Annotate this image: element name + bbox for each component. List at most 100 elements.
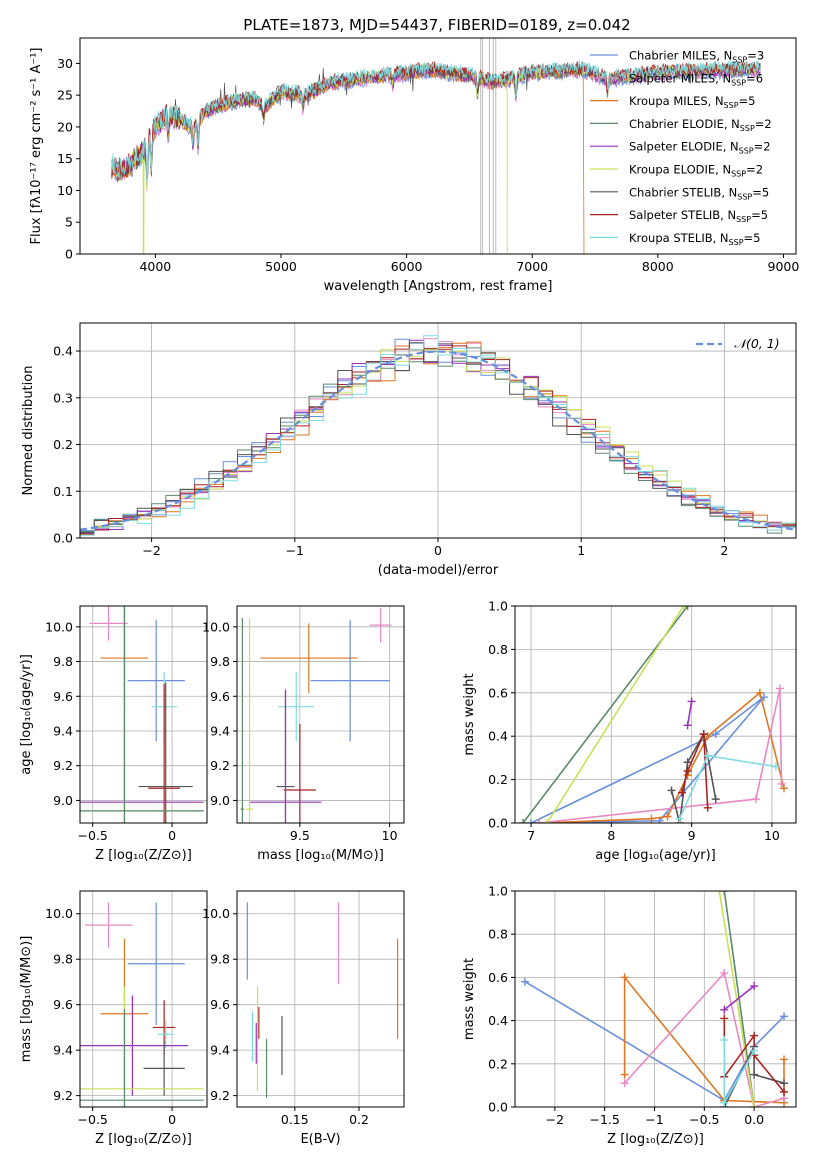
y-tick-label: 20: [57, 119, 73, 134]
weight-line-SalpeterMILES: [539, 688, 783, 823]
weight-marker-KroupaSTELIB: [750, 1046, 759, 1055]
x-tick-label: 2: [720, 543, 728, 558]
y-axis-label: mass weight: [462, 958, 477, 1040]
x-tick-label: 0.15: [281, 1112, 309, 1127]
legend-label-normal: 𝒩(0, 1): [734, 336, 780, 351]
y-tick-label: 1.0: [488, 884, 508, 899]
y-axis-label: mass [log₁₀(M/M⊙)]: [19, 936, 34, 1063]
y-tick-label: 9.6: [210, 689, 230, 704]
x-tick-label: 10: [382, 828, 398, 843]
weight-marker-SalpeterELODIE: [750, 982, 759, 991]
y-tick-label: 0.4: [488, 729, 508, 744]
spectrum-line-ChabrierSTELIB: [111, 61, 761, 178]
y-tick-label: 9.4: [53, 723, 73, 738]
y-tick-label: 15: [57, 151, 73, 166]
weight-line-KroupaELODIE: [546, 606, 685, 823]
legend-label-KroupaMILES: Kroupa MILES, NSSP=5: [629, 94, 755, 110]
x-tick-label: −1: [286, 543, 304, 558]
x-tick-label: 8000: [642, 259, 674, 274]
weight-marker-KroupaMILES: [755, 688, 764, 697]
y-tick-label: 9.8: [53, 952, 73, 967]
x-tick-label: 0.0: [744, 1112, 764, 1127]
panel-ebv-mass: 0.15 0.2 9.2 9.4 9.6 9.8 10.0 E(B-V): [202, 890, 405, 1147]
weight-marker-SalpeterSTELIB: [780, 1087, 789, 1096]
weight-line-SalpeterSTELIB: [681, 733, 709, 808]
y-axis-label: Flux [fλ10⁻¹⁷ erg cm⁻² s⁻¹ A⁻¹]: [29, 48, 44, 245]
y-tick-label: 9.6: [53, 689, 73, 704]
y-tick-label: 0.0: [53, 531, 73, 546]
x-tick-label: 8: [607, 828, 615, 843]
weight-marker-SalpeterMILES: [535, 819, 544, 823]
weight-marker-ChabrierELODIE: [720, 891, 729, 895]
weight-marker-KroupaSTELIB: [675, 814, 684, 823]
y-tick-label: 9.2: [53, 1088, 73, 1103]
y-tick-label: 9.0: [53, 793, 73, 808]
weight-line-ChabrierSTELIB: [670, 731, 717, 823]
weight-marker-KroupaMILES: [780, 1055, 789, 1064]
y-tick-label: 0: [65, 247, 73, 262]
weight-marker-SalpeterMILES: [775, 684, 784, 693]
y-tick-label: 9.8: [210, 952, 230, 967]
weight-marker-ChabrierMILES: [520, 977, 529, 986]
weight-marker-ChabrierSTELIB: [780, 1079, 789, 1088]
panel-residuals: −2 −1 0 1 2 0.0 0.1 0.2 0.3 0.4 (data-model)/error…: [21, 322, 797, 578]
weight-marker-ChabrierSTELIB: [683, 758, 692, 767]
weight-marker-KroupaMILES: [620, 973, 629, 982]
legend-label-SalpeterELODIE: Salpeter ELODIE, NSSP=2: [629, 140, 771, 156]
y-tick-label: 9.4: [53, 1043, 73, 1058]
legend-label-KroupaELODIE: Kroupa ELODIE, NSSP=2: [629, 163, 763, 179]
panel-Z-mass: −0.5 0 9.2 9.4 9.6 9.8 10.0 Z [log₁₀(Z/Z⊙)] mass…: [19, 890, 208, 1147]
y-tick-label: 0.2: [488, 772, 508, 787]
legend-label-ChabrierELODIE: Chabrier ELODIE, NSSP=2: [629, 117, 772, 133]
axes-frame: [79, 890, 208, 1108]
y-tick-label: 10.0: [45, 619, 73, 634]
y-tick-label: 5: [65, 215, 73, 230]
spectrum-line-KroupaMILES: [111, 64, 585, 254]
y-tick-label: 0.8: [488, 642, 508, 657]
y-tick-label: 0.8: [488, 927, 508, 942]
weight-line-ChabrierMILES: [530, 696, 765, 823]
weight-marker-KroupaMILES: [620, 1070, 629, 1079]
axes-frame: [236, 890, 405, 1108]
y-tick-label: 9.4: [210, 1043, 230, 1058]
x-tick-label: 5000: [265, 259, 297, 274]
y-tick-label: 0.0: [488, 1100, 508, 1115]
y-tick-label: 9.6: [210, 997, 230, 1012]
panel-spectrum: 4000 5000 6000 7000 8000 9000 0 5 10 15 20 25 30 wave…: [29, 37, 800, 294]
y-tick-label: 0.6: [488, 970, 508, 985]
figure-title: PLATE=1873, MJD=54437, FIBERID=0189, z=0…: [243, 16, 630, 34]
panel-Z-weight: −2 −1.5 −1 −0.5 0.0 0.0 0.2 0.4 0.6 0.8 1.0 Z [log₁…: [462, 884, 797, 1147]
weight-marker-SalpeterSTELIB: [720, 1014, 729, 1023]
weight-marker-SalpeterSTELIB: [750, 1031, 759, 1040]
x-tick-label: −0.5: [689, 1112, 719, 1127]
x-tick-label: 0: [168, 1112, 176, 1127]
y-tick-label: 1.0: [488, 599, 508, 614]
y-tick-label: 10.0: [202, 619, 230, 634]
weight-marker-ChabrierMILES: [711, 730, 720, 739]
panel-mass-age: 9.5 10 9.0 9.2 9.4 9.6 9.8 10.0 mass [log₁₀(M/M⊙…: [202, 605, 405, 863]
weight-marker-SalpeterSTELIB: [677, 788, 686, 797]
weight-marker-ChabrierELODIE: [519, 819, 528, 823]
legend-label-SalpeterMILES: Salpeter MILES, NSSP=6: [629, 71, 763, 87]
legend-label-ChabrierMILES: Chabrier MILES, NSSP=3: [629, 49, 764, 65]
x-tick-label: 0.2: [349, 1112, 369, 1127]
y-tick-label: 0.6: [488, 685, 508, 700]
plot-area: [80, 606, 204, 823]
x-tick-label: −0.5: [78, 828, 108, 843]
x-tick-label: 4000: [139, 259, 171, 274]
x-axis-label: (data-model)/error: [378, 563, 499, 578]
weight-marker-SalpeterMILES: [777, 779, 786, 788]
y-tick-label: 0.2: [53, 437, 73, 452]
y-tick-label: 9.6: [53, 997, 73, 1012]
weight-marker-KroupaELODIE: [679, 606, 688, 610]
weight-marker-SalpeterMILES: [620, 1079, 629, 1088]
x-axis-label: wavelength [Angstrom, rest frame]: [324, 279, 553, 294]
x-tick-label: 9.5: [290, 828, 310, 843]
weight-line-SalpeterELODIE: [723, 985, 755, 1011]
x-tick-label: 9000: [768, 259, 800, 274]
weight-marker-KroupaELODIE: [715, 891, 724, 895]
x-axis-label: Z [log₁₀(Z/Z⊙)]: [95, 848, 192, 863]
plot-area: [240, 607, 392, 823]
x-tick-label: −1.5: [590, 1112, 620, 1127]
